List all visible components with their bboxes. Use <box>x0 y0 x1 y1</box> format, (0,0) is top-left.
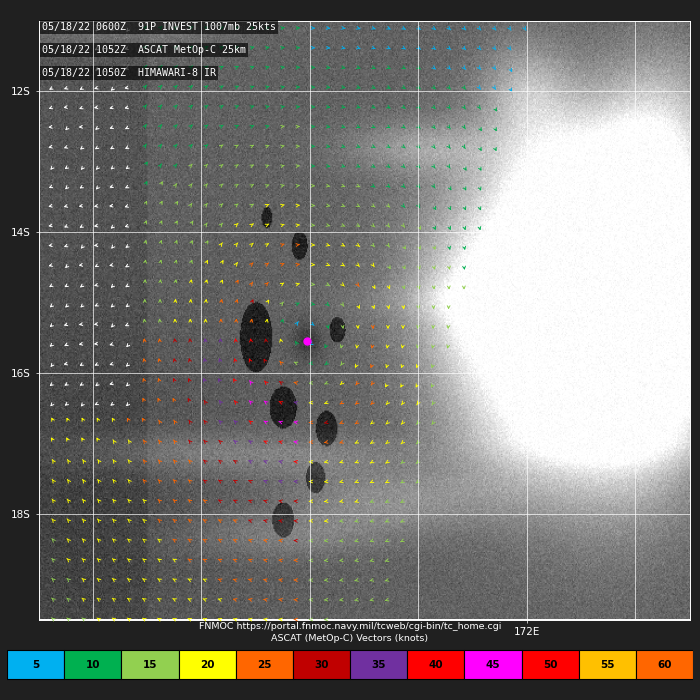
Bar <box>407 650 464 679</box>
Text: ASCAT (MetOp-C) Vectors (knots): ASCAT (MetOp-C) Vectors (knots) <box>272 634 428 643</box>
Text: FNMOC https://portal.fnmoc.navy.mil/tcweb/cgi-bin/tc_home.cgi: FNMOC https://portal.fnmoc.navy.mil/tcwe… <box>199 622 501 631</box>
Bar <box>350 650 407 679</box>
Bar <box>293 650 350 679</box>
Text: 05/18/22 1050Z  HIMAWARI-8 IR: 05/18/22 1050Z HIMAWARI-8 IR <box>42 68 216 78</box>
Text: 45: 45 <box>486 659 500 670</box>
Bar <box>121 650 178 679</box>
Bar <box>7 650 64 679</box>
Text: 15: 15 <box>143 659 158 670</box>
Text: 55: 55 <box>600 659 615 670</box>
Text: 40: 40 <box>428 659 443 670</box>
Text: 30: 30 <box>314 659 329 670</box>
Bar <box>636 650 693 679</box>
Bar <box>178 650 236 679</box>
Bar <box>464 650 522 679</box>
Text: 05/18/22 0600Z  91P INVEST 1007mb 25kts: 05/18/22 0600Z 91P INVEST 1007mb 25kts <box>42 22 276 32</box>
Text: 5: 5 <box>32 659 39 670</box>
Bar <box>64 650 121 679</box>
Text: 60: 60 <box>657 659 672 670</box>
Text: 10: 10 <box>85 659 100 670</box>
Text: 25: 25 <box>257 659 272 670</box>
Bar <box>522 650 579 679</box>
Text: 35: 35 <box>371 659 386 670</box>
Bar <box>236 650 293 679</box>
Text: 05/18/22 1052Z  ASCAT MetOp-C 25km: 05/18/22 1052Z ASCAT MetOp-C 25km <box>42 45 246 55</box>
Bar <box>579 650 636 679</box>
Text: 20: 20 <box>199 659 214 670</box>
Text: 50: 50 <box>542 659 557 670</box>
